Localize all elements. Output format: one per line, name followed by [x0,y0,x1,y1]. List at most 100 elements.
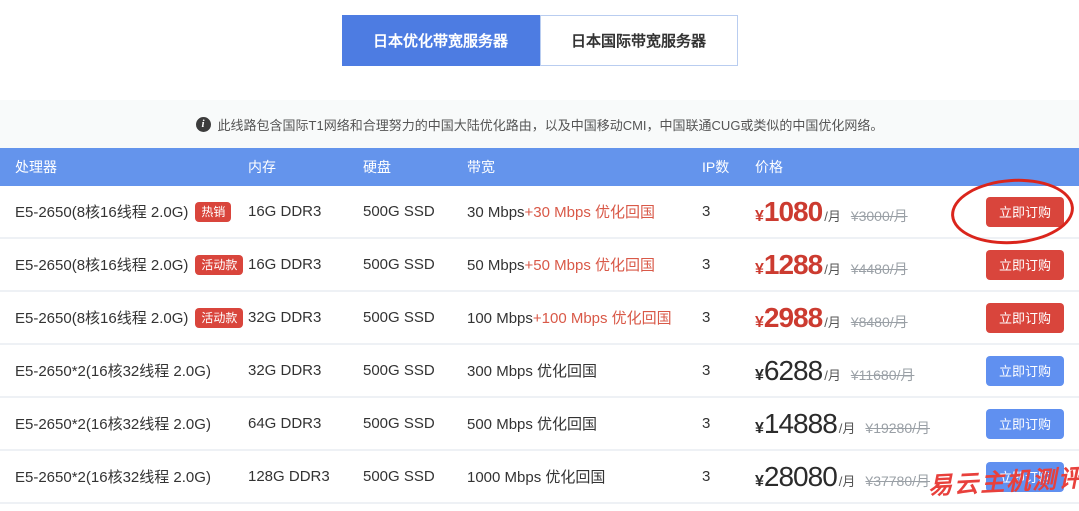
price-currency: ¥ [755,472,764,490]
disk-label: 500G SSD [363,309,435,326]
disk-label: 500G SSD [363,203,435,220]
ip-count: 3 [702,362,711,379]
bandwidth-base: 50 Mbps [467,257,525,274]
ip-count: 3 [702,415,711,432]
bandwidth-label: 300 Mbps 优化回国 [467,360,695,381]
ram-label: 64G DDR3 [248,415,322,432]
cpu-label: E5-2650*2(16核32线程 2.0G) [15,469,211,486]
price-cell: ¥14888/月 ¥19280/月 [755,408,970,440]
price-unit: /月 [824,208,841,224]
old-price: ¥4480/月 [850,260,908,277]
price-unit: /月 [824,261,841,277]
price-amount: 2988 [763,301,823,333]
bandwidth-base: 100 Mbps [467,310,533,327]
price-unit: /月 [824,367,841,383]
bandwidth-base: 30 Mbps [467,204,525,221]
ram-label: 32G DDR3 [248,309,322,326]
price-cell: ¥6288/月 ¥11680/月 [755,355,970,387]
bandwidth-label: 50 Mbps+50 Mbps 优化回国 [467,254,695,275]
bandwidth-highlight: +50 Mbps 优化回国 [524,257,656,274]
ram-label: 16G DDR3 [248,203,322,220]
price-unit: /月 [838,420,856,436]
price-currency: ¥ [755,366,764,384]
table-row: E5-2650(8核16线程 2.0G) 活动款 16G DDR3 500G S… [0,239,1079,292]
bandwidth-label: 1000 Mbps 优化回国 [467,466,695,487]
price-amount: 28080 [763,460,838,492]
price-unit: /月 [838,473,856,489]
old-price: ¥3000/月 [850,207,908,224]
disk-label: 500G SSD [363,468,435,485]
order-button[interactable]: 立即订购 [986,355,1064,386]
table-row: E5-2650*2(16核32线程 2.0G) 64G DDR3 500G SS… [0,398,1079,451]
ram-label: 32G DDR3 [248,362,322,379]
action-cell: 立即订购 [970,461,1079,492]
tab-jp-optimized-bandwidth[interactable]: 日本优化带宽服务器 [341,15,540,66]
old-price: ¥11680/月 [850,366,915,383]
bandwidth-highlight: +30 Mbps 优化回国 [524,204,656,221]
column-header: 处理器 [15,159,57,175]
price-cell: ¥2988/月 ¥8480/月 [755,302,970,334]
table-row: E5-2650(8核16线程 2.0G) 活动款 32G DDR3 500G S… [0,292,1079,345]
promo-badge: 活动款 [195,307,244,328]
price-currency: ¥ [755,313,764,331]
ram-label: 128G DDR3 [248,468,330,485]
order-button[interactable]: 立即订购 [986,249,1064,280]
price-amount: 1288 [763,248,823,280]
cpu-label: E5-2650*2(16核32线程 2.0G) [15,363,211,380]
table-header-row: 处理器 内存 硬盘 带宽 IP数 价格 [0,148,1079,186]
price-cell: ¥1080/月 ¥3000/月 [755,196,970,228]
action-cell: 立即订购 [970,355,1079,386]
order-button[interactable]: 立即订购 [986,461,1064,492]
price-cell: ¥28080/月 ¥37780/月 [755,461,970,493]
line-notice: i 此线路包含国际T1网络和合理努力的中国大陆优化路由，以及中国移动CMI，中国… [0,100,1079,148]
bandwidth-base: 1000 Mbps 优化回国 [467,469,606,486]
order-button[interactable]: 立即订购 [986,196,1064,227]
ram-label: 16G DDR3 [248,256,322,273]
price-currency: ¥ [755,419,764,437]
price-unit: /月 [824,314,841,330]
order-button[interactable]: 立即订购 [986,408,1064,439]
promo-badge: 活动款 [195,254,244,275]
cpu-label: E5-2650(8核16线程 2.0G) [15,310,189,327]
cpu-cell: E5-2650*2(16核32线程 2.0G) [0,413,248,434]
bandwidth-label: 500 Mbps 优化回国 [467,413,695,434]
old-price: ¥19280/月 [865,419,931,436]
action-cell: 立即订购 [970,408,1079,439]
tab-jp-international-bandwidth[interactable]: 日本国际带宽服务器 [539,15,738,66]
server-pricing-table: 处理器 内存 硬盘 带宽 IP数 价格 E5-2650(8核16线程 2.0G) 热销 1… [0,148,1079,504]
notice-text: 此线路包含国际T1网络和合理努力的中国大陆优化路由，以及中国移动CMI，中国联通… [217,117,884,133]
cpu-cell: E5-2650*2(16核32线程 2.0G) [0,360,248,381]
cpu-label: E5-2650(8核16线程 2.0G) [15,204,189,221]
tab-bar: 日本优化带宽服务器 日本国际带宽服务器 [0,0,1079,66]
price-amount: 6288 [763,354,823,386]
column-header: 带宽 [467,159,495,175]
table-row: E5-2650*2(16核32线程 2.0G) 32G DDR3 500G SS… [0,345,1079,398]
price-cell: ¥1288/月 ¥4480/月 [755,249,970,281]
action-cell: 立即订购 [970,196,1079,227]
column-header: 价格 [755,159,783,175]
ip-count: 3 [702,309,711,326]
price-amount: 1080 [763,195,823,227]
ip-count: 3 [702,203,711,220]
bandwidth-label: 30 Mbps+30 Mbps 优化回国 [467,201,695,222]
action-cell: 立即订购 [970,249,1079,280]
ip-count: 3 [702,468,711,485]
price-currency: ¥ [755,207,764,225]
table-row: E5-2650(8核16线程 2.0G) 热销 16G DDR3 500G SS… [0,186,1079,239]
price-amount: 14888 [763,407,838,439]
bandwidth-base: 300 Mbps 优化回国 [467,363,598,380]
disk-label: 500G SSD [363,362,435,379]
bandwidth-label: 100 Mbps+100 Mbps 优化回国 [467,307,695,328]
old-price: ¥8480/月 [850,313,908,330]
column-header: 硬盘 [363,159,391,175]
action-cell: 立即订购 [970,302,1079,333]
cpu-label: E5-2650(8核16线程 2.0G) [15,257,189,274]
cpu-cell: E5-2650(8核16线程 2.0G) 热销 [0,201,248,222]
old-price: ¥37780/月 [865,472,931,489]
cpu-label: E5-2650*2(16核32线程 2.0G) [15,416,211,433]
cpu-cell: E5-2650(8核16线程 2.0G) 活动款 [0,307,248,328]
column-header: 内存 [248,159,276,175]
column-header: IP数 [702,159,730,175]
price-currency: ¥ [755,260,764,278]
order-button[interactable]: 立即订购 [986,302,1064,333]
